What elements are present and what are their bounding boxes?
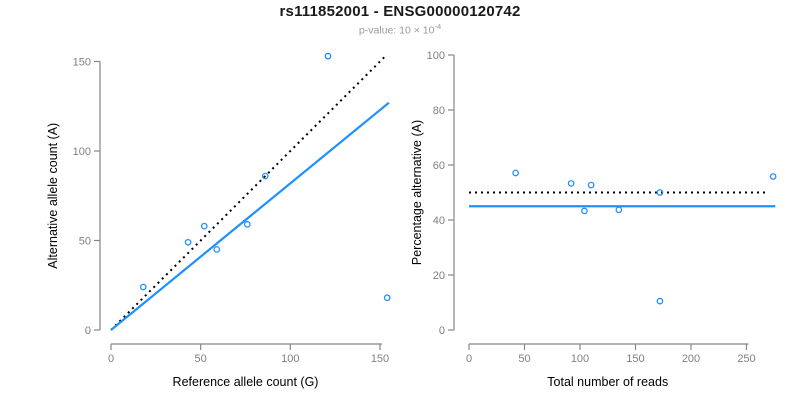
data-point (383, 294, 391, 302)
panel-right: 0 20 40 60 80 100 0 50 100 150 200 250 Total number … (410, 50, 777, 389)
data-point (567, 180, 575, 187)
y-axis-label-left: Alternative allele count (A) (46, 123, 60, 269)
x-tick-label: 250 (737, 353, 755, 365)
panel-left: 0 50 100 150 0 50 100 150 Reference allele count… (46, 52, 391, 389)
y-tick-label: 80 (433, 105, 445, 117)
x-tick-label: 200 (682, 353, 700, 365)
y-tick-label: 150 (73, 57, 91, 69)
y-axis-label-right: Percentage alternative (A) (410, 120, 424, 265)
x-tick-label: 100 (571, 353, 589, 365)
data-point (243, 221, 251, 228)
data-point (512, 169, 519, 177)
x-tick-label: 50 (518, 353, 530, 365)
y-tick-label: 0 (85, 325, 91, 337)
pvalue-exponent: -4 (434, 22, 442, 31)
data-point (200, 222, 208, 230)
data-point (769, 173, 777, 180)
data-point (615, 206, 623, 214)
identity-line (110, 55, 387, 331)
data-point (587, 181, 595, 189)
pvalue-text: p-value: 10 × 10 (358, 24, 435, 37)
y-tick-label: 20 (433, 270, 445, 282)
x-tick-label: 150 (626, 353, 644, 365)
x-axis-label-left: Reference allele count (G) (173, 375, 319, 389)
data-point (213, 246, 221, 253)
data-point (261, 172, 269, 180)
x-axis-label-right: Total number of reads (547, 375, 668, 389)
data-point (139, 283, 147, 291)
x-tick-label: 0 (108, 353, 114, 365)
figure-subtitle: p-value: 10 × 10-4 (0, 22, 800, 37)
x-tick-label: 150 (371, 353, 389, 365)
x-tick-label: 0 (466, 353, 472, 365)
y-tick-label: 0 (439, 325, 445, 337)
y-tick-label: 60 (433, 160, 445, 172)
data-point (581, 207, 588, 215)
y-tick-label: 50 (79, 236, 91, 248)
x-tick-label: 100 (281, 353, 299, 365)
y-tick-label: 40 (433, 215, 445, 227)
data-point (656, 297, 664, 305)
data-point (324, 52, 332, 60)
y-tick-label: 100 (427, 50, 445, 62)
data-point (656, 189, 664, 196)
fit-line (110, 101, 390, 331)
x-tick-label: 50 (195, 353, 207, 365)
data-point (184, 238, 192, 246)
figure-title: rs111852001 - ENSG00000120742 (279, 3, 521, 20)
y-tick-label: 100 (73, 146, 91, 158)
